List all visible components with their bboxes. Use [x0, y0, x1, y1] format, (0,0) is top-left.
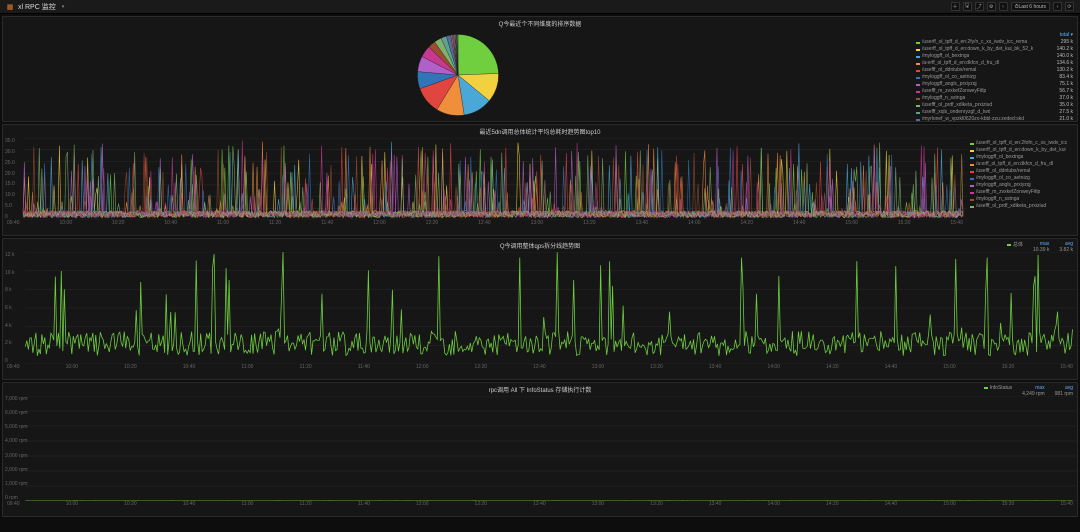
- legend-item[interactable]: /myloggff_ol_co_aetnizg83.4 k: [916, 74, 1073, 81]
- legend-item[interactable]: /usefff_xqls_ondenryzgf_d_lwd27.5 k: [916, 109, 1073, 116]
- panel-pie: Q今最近个不同维度的排序数据 total ▾ /userff_ol_tpff_d…: [2, 16, 1078, 122]
- ts1-xlabels: 09:4010:0010:2010:4011:0011:2011:4012:00…: [3, 220, 967, 226]
- panel-ts3-title: rpc调用 All 下 InfoStatus 存储执行计数: [3, 383, 1077, 396]
- add-panel-icon[interactable]: ＋: [951, 2, 960, 11]
- legend-item[interactable]: /myloggff_n_sstnga: [970, 196, 1074, 203]
- legend-item[interactable]: /myrlonef_w_vpzkl0620zo-kbbl-zzu:zeded:s…: [916, 116, 1073, 123]
- legend-item[interactable]: /myloggff_ol_bextnga140.0 k: [916, 53, 1073, 60]
- ts3-chart-area[interactable]: 7,000 rpm6,000 rpm5,000 rpm4,000 rpm3,00…: [3, 396, 1077, 511]
- legend-item[interactable]: /myloggff_ol_bextnga: [970, 154, 1074, 161]
- legend-item[interactable]: /myloggff_angls_prxiyzqj: [970, 182, 1074, 189]
- panel-ts2-body: 12 k10 k8 k6 k4 k2 k0 09:4010:0010:2010:…: [3, 252, 1077, 374]
- pie-chart-area[interactable]: [3, 30, 912, 120]
- legend-item[interactable]: /usefff_m_zvxkefZonweyFitlp56.7 k: [916, 88, 1073, 95]
- share-icon[interactable]: ⤴: [975, 2, 984, 11]
- legend-item[interactable]: /myloggff_n_sstnga37.0 k: [916, 95, 1073, 102]
- legend-item[interactable]: /usefff_ol_prdf_xdiketa_prxiziud35.0 k: [916, 102, 1073, 109]
- next-icon[interactable]: ›: [1053, 2, 1062, 11]
- topbar-right: ＋ 🖫 ⤴ ⚙ ‹ ⏱ Last 6 hours › ⟳: [951, 2, 1074, 11]
- refresh-icon[interactable]: ⟳: [1065, 2, 1074, 11]
- dashboard-title[interactable]: xl RPC 监控: [18, 2, 56, 12]
- panel-ts2-title: Q今调用整体qps拆分线趋势图: [3, 239, 1077, 252]
- ts1-chart-area[interactable]: 35.030.025.020.015.010.05.00 09:4010:001…: [3, 138, 967, 230]
- dashboard-caret-icon[interactable]: ▾: [62, 4, 65, 10]
- save-icon[interactable]: 🖫: [963, 2, 972, 11]
- time-range-label: Last 6 hours: [1018, 4, 1046, 10]
- panel-pie-title: Q今最近个不同维度的排序数据: [3, 17, 1077, 30]
- ts2-xlabels: 09:4010:0010:2010:4011:0011:2011:4012:00…: [3, 364, 1077, 370]
- pie-chart: [413, 30, 503, 120]
- panel-ts1: 最近5dn调用总体统计平均总耗时趋势图top10 35.030.025.020.…: [2, 124, 1078, 236]
- ts1-legend: /userff_ol_tpff_d_en:2fofn_c_xs_iwdv_icc…: [967, 138, 1077, 230]
- ts1-chart: [3, 138, 967, 220]
- panel-ts2: Q今调用整体qps拆分线趋势图 总体 max10.39 k avg3.82 k …: [2, 238, 1078, 380]
- ts2-series-label[interactable]: 总体: [1013, 241, 1023, 248]
- topbar: ▦ xl RPC 监控 ▾ ＋ 🖫 ⤴ ⚙ ‹ ⏱ Last 6 hours ›…: [0, 0, 1080, 14]
- ts1-ylabels: 35.030.025.020.015.010.05.00: [5, 138, 15, 220]
- legend-item[interactable]: /userff_ol_tpff_d_en:2fy/n_c_xs_iwdv_icc…: [916, 39, 1073, 46]
- pie-legend-header: total ▾: [916, 32, 1073, 38]
- panel-ts1-title: 最近5dn调用总体统计平均总耗时趋势图top10: [3, 125, 1077, 138]
- ts3-series-label[interactable]: InfoStatus: [990, 385, 1013, 391]
- legend-item[interactable]: /a:erff_ol_tpff_d_en:dkfcn_d_fru_dl134.6…: [916, 60, 1073, 67]
- dashboard-icon[interactable]: ▦: [6, 3, 14, 11]
- ts2-chart: [3, 252, 1077, 364]
- ts3-xlabels: 09:4010:0010:2010:4011:0011:2011:4012:00…: [3, 501, 1077, 507]
- ts3-ylabels: 7,000 rpm6,000 rpm5,000 rpm4,000 rpm3,00…: [5, 396, 28, 501]
- ts2-ylabels: 12 k10 k8 k6 k4 k2 k0: [5, 252, 14, 364]
- legend-item[interactable]: /userff_ol_tpff_d_en:down_k_by_det_kui_b…: [916, 46, 1073, 53]
- ts3-chart: [3, 396, 1077, 501]
- settings-icon[interactable]: ⚙: [987, 2, 996, 11]
- legend-item[interactable]: /userff_ol_tpff_d_en:down_k_by_det_kui: [970, 147, 1074, 154]
- legend-item[interactable]: /a:erff_ol_tpff_d_en:dkfcn_d_fru_dl: [970, 161, 1074, 168]
- legend-item[interactable]: /myloggff_ol_co_aetnizg: [970, 175, 1074, 182]
- panel-ts1-body: 35.030.025.020.015.010.05.00 09:4010:001…: [3, 138, 1077, 230]
- time-range-button[interactable]: ⏱ Last 6 hours: [1011, 2, 1050, 11]
- legend-item[interactable]: /usefff_ol_ddnlubx/remal130.2 k: [916, 67, 1073, 74]
- panel-ts3: rpc调用 All 下 InfoStatus 存储执行计数 InfoStatus…: [2, 382, 1078, 517]
- panel-ts3-body: 7,000 rpm6,000 rpm5,000 rpm4,000 rpm3,00…: [3, 396, 1077, 511]
- panel-pie-body: total ▾ /userff_ol_tpff_d_en:2fy/n_c_xs_…: [3, 30, 1077, 125]
- prev-icon[interactable]: ‹: [999, 2, 1008, 11]
- legend-item[interactable]: /myloggff_angls_prxiyzqj75.1 k: [916, 81, 1073, 88]
- legend-item[interactable]: /usefff_m_zvxkefZonweyFitlp: [970, 189, 1074, 196]
- topbar-left: ▦ xl RPC 监控 ▾: [6, 2, 64, 12]
- legend-item[interactable]: /usefff_ol_ddnlubx/remal: [970, 168, 1074, 175]
- ts2-chart-area[interactable]: 12 k10 k8 k6 k4 k2 k0 09:4010:0010:2010:…: [3, 252, 1077, 374]
- legend-item[interactable]: /userff_ol_tpff_d_en:2fofn_c_xs_iwdv_icc: [970, 140, 1074, 147]
- legend-item[interactable]: /usefff_ol_prdf_xdiketa_prxiziud: [970, 203, 1074, 210]
- pie-legend: total ▾ /userff_ol_tpff_d_en:2fy/n_c_xs_…: [912, 30, 1077, 125]
